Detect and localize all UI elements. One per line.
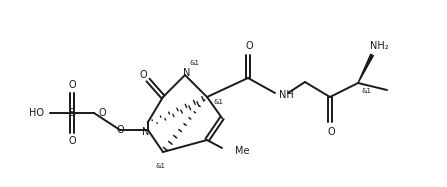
Text: O: O	[68, 136, 76, 146]
Text: &1: &1	[214, 99, 224, 105]
Text: O: O	[245, 41, 253, 51]
Polygon shape	[358, 54, 373, 83]
Text: &1: &1	[190, 60, 200, 66]
Text: &1: &1	[361, 88, 371, 94]
Text: &1: &1	[156, 163, 166, 169]
Text: O: O	[98, 108, 106, 118]
Text: HO: HO	[29, 108, 43, 118]
Text: O: O	[116, 125, 124, 135]
Text: N: N	[142, 127, 150, 137]
Text: NH₂: NH₂	[370, 41, 388, 51]
Text: O: O	[327, 127, 335, 137]
Text: O: O	[139, 70, 147, 80]
Text: O: O	[68, 80, 76, 90]
Text: Me: Me	[235, 146, 249, 156]
Text: N: N	[183, 68, 191, 78]
Text: S: S	[68, 108, 76, 118]
Text: NH: NH	[279, 90, 294, 100]
